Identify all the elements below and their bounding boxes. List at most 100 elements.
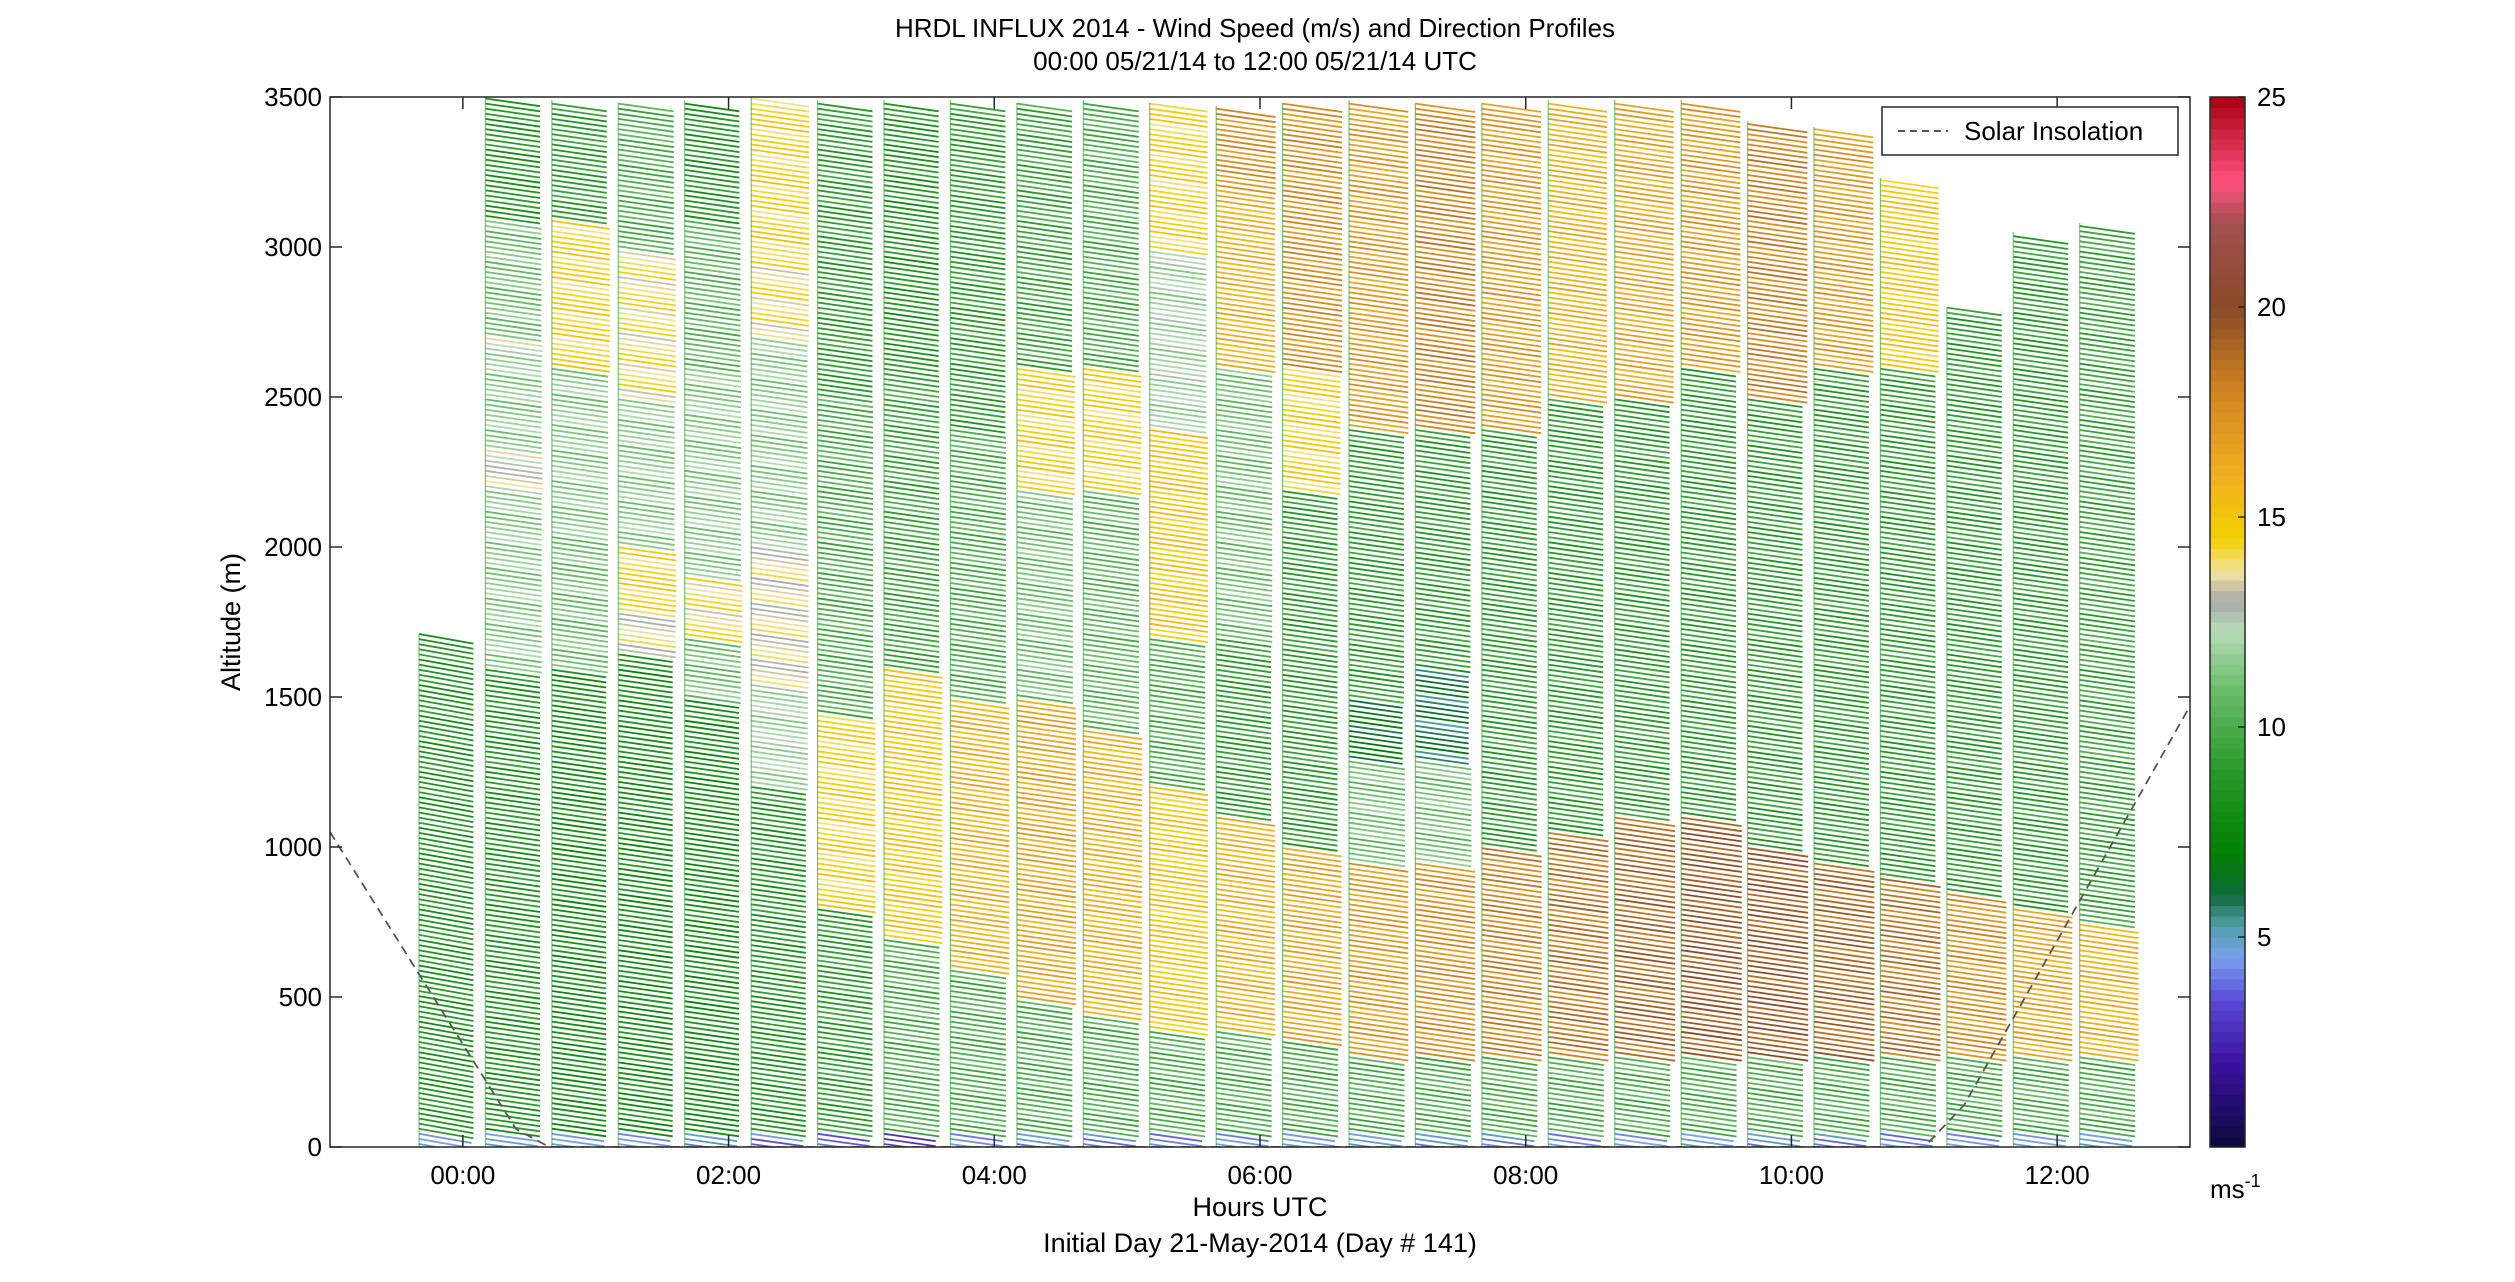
wind-barb bbox=[1681, 597, 1737, 607]
wind-barb bbox=[1813, 1036, 1875, 1047]
wind-barb bbox=[618, 332, 677, 343]
wind-barb bbox=[1880, 939, 1941, 950]
wind-barb bbox=[1415, 612, 1471, 623]
wind-barb bbox=[418, 770, 474, 783]
wind-barb bbox=[1747, 826, 1803, 837]
wind-barb bbox=[1083, 107, 1139, 118]
wind-barb bbox=[1946, 638, 2002, 648]
wind-barb bbox=[1348, 985, 1409, 996]
wind-barb bbox=[1481, 934, 1542, 945]
wind-barb bbox=[1083, 862, 1143, 873]
wind-barb bbox=[1216, 357, 1276, 368]
wind-barb bbox=[1348, 413, 1409, 424]
wind-barb bbox=[1747, 597, 1803, 607]
wind-barb bbox=[1216, 852, 1276, 863]
wind-barb bbox=[1880, 826, 1936, 837]
wind-barb bbox=[1415, 1097, 1472, 1107]
wind-barb bbox=[418, 1107, 474, 1119]
wind-barb bbox=[1016, 821, 1077, 832]
wind-barb bbox=[1016, 515, 1074, 526]
wind-barb bbox=[1348, 709, 1403, 719]
wind-barb bbox=[1415, 699, 1469, 709]
wind-barb bbox=[883, 342, 939, 352]
wind-barb bbox=[1747, 974, 1809, 986]
wind-barb bbox=[1813, 689, 1870, 699]
wind-barb bbox=[883, 561, 940, 572]
wind-barb bbox=[1681, 322, 1741, 333]
wind-barb bbox=[485, 495, 542, 506]
wind-barb bbox=[1149, 908, 1209, 919]
wind-barb bbox=[1813, 730, 1870, 740]
wind-barb bbox=[1548, 322, 1608, 333]
wind-barb bbox=[551, 531, 609, 541]
wind-barb bbox=[883, 1122, 940, 1133]
wind-barb bbox=[1880, 908, 1941, 919]
wind-barb bbox=[950, 1112, 1007, 1123]
wind-barb bbox=[2079, 1036, 2139, 1047]
wind-barb bbox=[1747, 556, 1803, 567]
wind-barb bbox=[751, 424, 808, 434]
wind-barb bbox=[1415, 704, 1469, 714]
wind-barb bbox=[1282, 837, 1338, 847]
wind-barb bbox=[1747, 362, 1808, 373]
wind-barb bbox=[1681, 913, 1742, 924]
wind-barb bbox=[950, 235, 1006, 245]
wind-barb bbox=[817, 169, 873, 179]
wind-barb bbox=[2013, 454, 2069, 465]
wind-barb bbox=[1481, 265, 1542, 276]
wind-barb bbox=[751, 123, 810, 133]
wind-barb bbox=[751, 490, 808, 500]
wind-barb bbox=[1481, 225, 1542, 236]
wind-barb bbox=[1946, 556, 2002, 567]
wind-barb bbox=[1747, 194, 1808, 205]
wind-barb bbox=[485, 102, 541, 113]
wind-barb bbox=[817, 612, 874, 623]
wind-barb bbox=[551, 276, 610, 286]
wind-barb bbox=[1614, 209, 1674, 220]
wind-barb bbox=[485, 1071, 541, 1082]
wind-barb bbox=[1747, 561, 1803, 572]
wind-barb bbox=[1747, 495, 1803, 505]
wind-barb bbox=[1149, 169, 1208, 179]
wind-barb bbox=[684, 1107, 740, 1117]
wind-barb bbox=[1415, 429, 1471, 439]
wind-barb bbox=[1149, 760, 1206, 771]
wind-barb bbox=[485, 260, 542, 271]
wind-barb bbox=[1813, 311, 1874, 322]
wind-barb bbox=[684, 541, 742, 551]
wind-barb bbox=[1149, 225, 1208, 235]
wind-barb bbox=[1016, 393, 1075, 404]
wind-barb bbox=[1946, 913, 2007, 924]
wind-barb bbox=[1481, 883, 1542, 894]
wind-barb bbox=[1016, 225, 1073, 235]
wind-barb bbox=[1614, 556, 1670, 567]
wind-barb bbox=[618, 954, 673, 964]
wind-barb bbox=[1282, 199, 1343, 210]
wind-barb bbox=[883, 806, 943, 817]
wind-barb bbox=[1149, 184, 1208, 195]
wind-barb bbox=[817, 668, 874, 679]
wind-barb bbox=[1348, 383, 1409, 394]
wind-barb bbox=[950, 1061, 1007, 1072]
wind-barb bbox=[950, 475, 1007, 485]
wind-barb bbox=[883, 500, 940, 511]
wind-barb bbox=[751, 852, 806, 862]
wind-barb bbox=[1813, 133, 1874, 144]
wind-barb bbox=[1149, 1132, 1203, 1143]
wind-barb bbox=[950, 908, 1010, 919]
wind-barb bbox=[551, 908, 607, 918]
wind-barb bbox=[950, 990, 1007, 1000]
wind-barb bbox=[551, 689, 607, 699]
wind-barb bbox=[1016, 852, 1077, 863]
wind-barb bbox=[1880, 245, 1939, 256]
wind-barb bbox=[1348, 1010, 1409, 1021]
wind-barb bbox=[1415, 271, 1476, 282]
wind-barb bbox=[1681, 214, 1741, 225]
wind-barb bbox=[1481, 796, 1537, 806]
wind-barb bbox=[2013, 750, 2069, 760]
wind-barb bbox=[1481, 469, 1537, 480]
wind-barb bbox=[1016, 413, 1075, 424]
wind-barb bbox=[1348, 1127, 1405, 1138]
wind-barb bbox=[1149, 388, 1207, 398]
wind-barb bbox=[1216, 1051, 1272, 1061]
